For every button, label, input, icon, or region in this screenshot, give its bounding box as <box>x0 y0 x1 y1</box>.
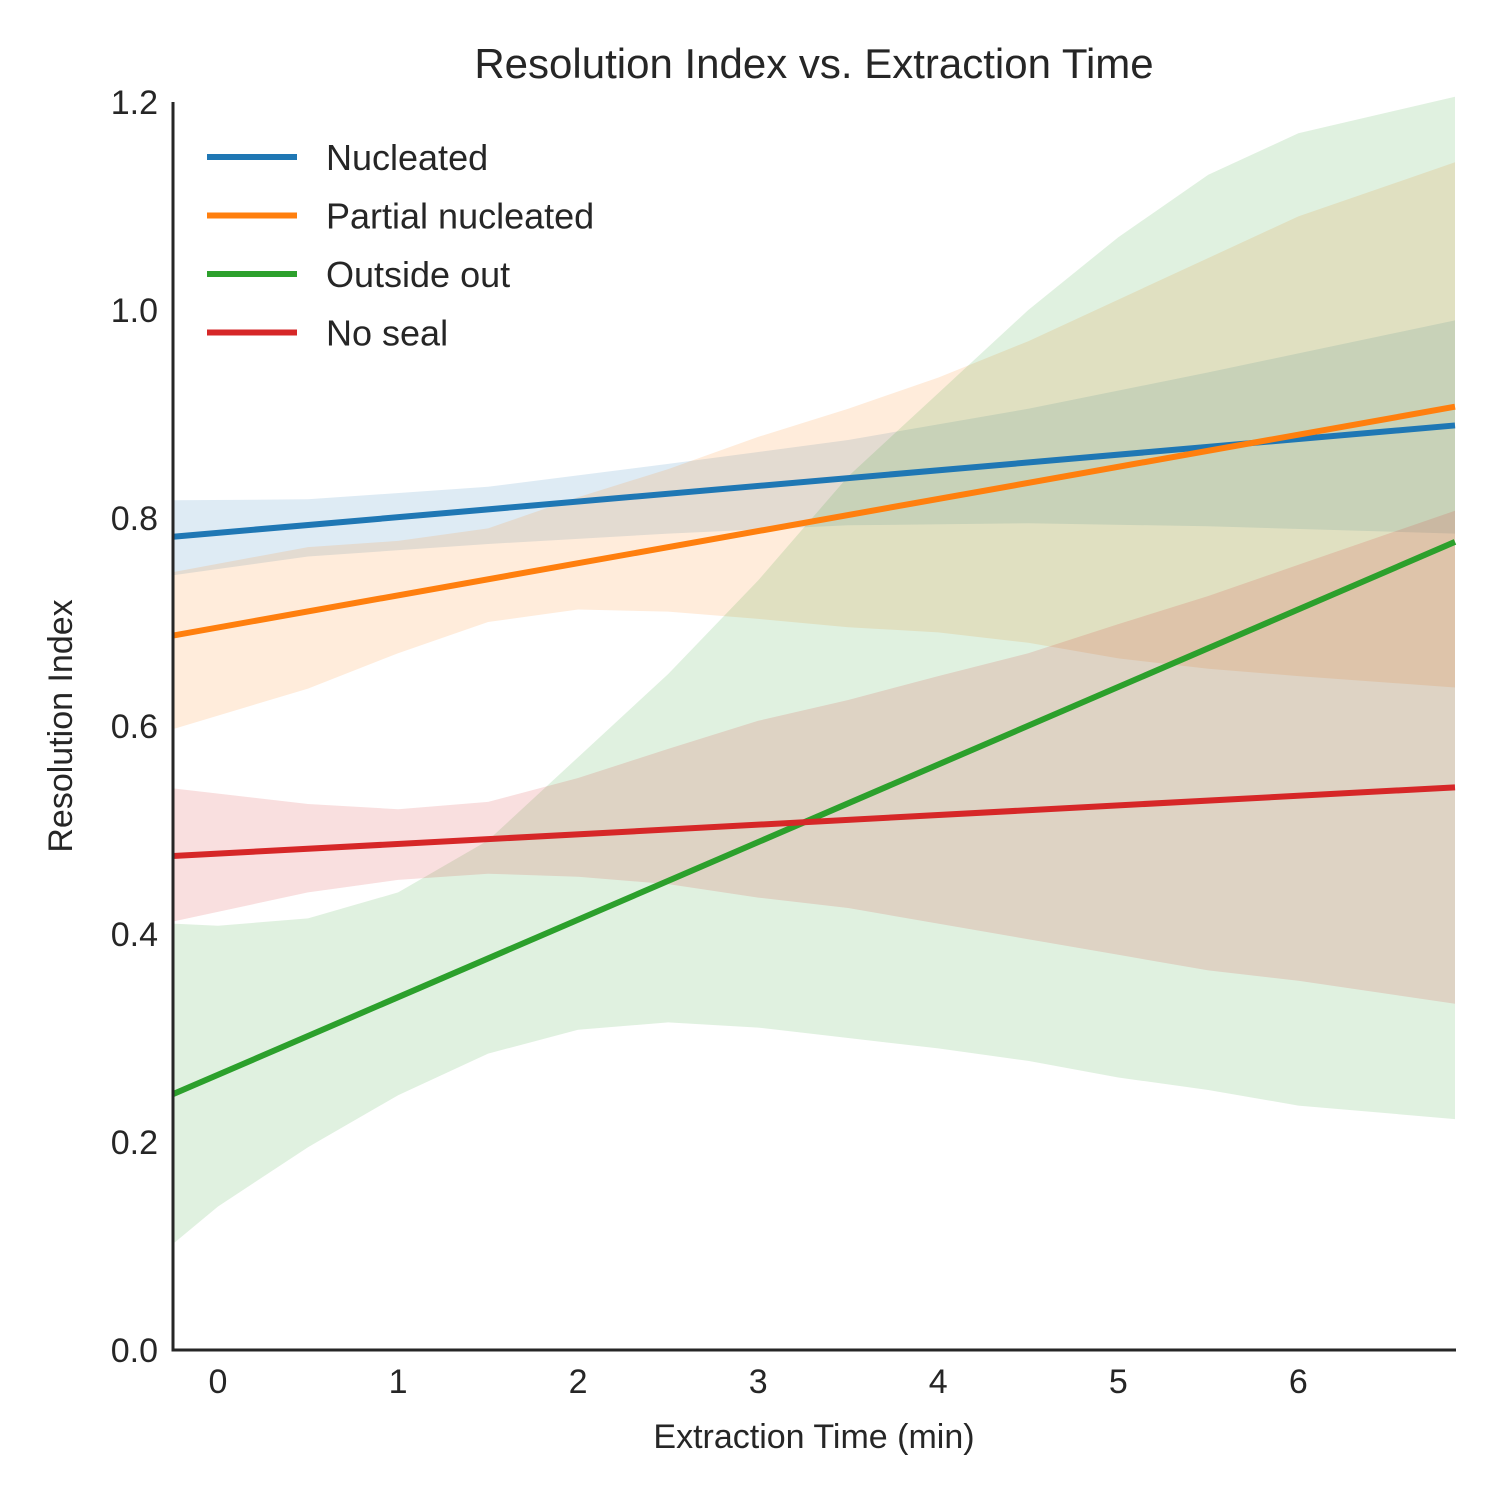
axes <box>171 102 1456 1352</box>
y-tick-label: 0.2 <box>111 1124 158 1162</box>
y-tick-label: 1.0 <box>111 292 158 330</box>
x-tick-label: 4 <box>929 1363 948 1401</box>
legend-item-partial-nucleated: Partial nucleated <box>207 196 594 237</box>
x-axis-label: Extraction Time (min) <box>653 1418 974 1456</box>
x-tick-label: 6 <box>1289 1363 1308 1401</box>
legend-item-outside-out: Outside out <box>207 254 510 295</box>
y-tick-label: 0.4 <box>111 916 158 954</box>
x-tick-label: 3 <box>749 1363 768 1401</box>
tick-labels: 0 1 2 3 4 5 6 0.0 0.2 0.4 0.6 0.8 1.0 1.2 <box>111 84 1308 1401</box>
line-partial-nucleated <box>172 403 1456 639</box>
x-tick-label: 2 <box>569 1363 588 1401</box>
legend: Nucleated Partial nucleated Outside out No … <box>207 137 594 354</box>
chart-title: Resolution Index vs. Extraction Time <box>474 40 1153 87</box>
legend-item-no-seal: No seal <box>207 313 448 354</box>
y-tick-label: 1.2 <box>111 84 158 122</box>
x-tick-label: 1 <box>389 1363 408 1401</box>
y-tick-label: 0.0 <box>111 1332 158 1370</box>
band-partial-nucleated <box>173 162 1455 730</box>
legend-label: No seal <box>326 313 448 354</box>
legend-item-nucleated: Nucleated <box>207 137 488 178</box>
x-tick-label: 0 <box>209 1363 228 1401</box>
line-no-seal <box>172 784 1456 859</box>
legend-label: Partial nucleated <box>326 196 594 237</box>
line-outside-out <box>171 539 1457 1097</box>
regression-lines <box>171 403 1457 1097</box>
x-tick-label: 5 <box>1109 1363 1128 1401</box>
y-tick-label: 0.6 <box>111 708 158 746</box>
legend-label: Outside out <box>326 254 510 295</box>
band-no-seal <box>173 510 1455 1004</box>
y-axis-label: Resolution Index <box>42 599 80 852</box>
y-tick-label: 0.8 <box>111 500 158 538</box>
legend-label: Nucleated <box>326 137 488 178</box>
